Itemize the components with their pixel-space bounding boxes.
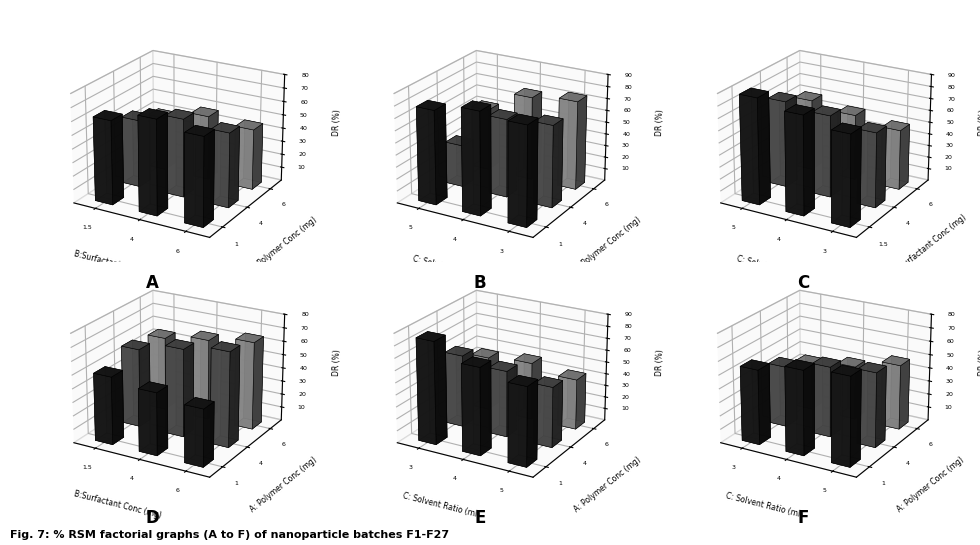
X-axis label: B:Surfactant Conc (mg): B:Surfactant Conc (mg) (73, 250, 162, 281)
Text: Fig. 7: % RSM factorial graphs (A to F) of nanoparticle batches F1-F27: Fig. 7: % RSM factorial graphs (A to F) … (10, 530, 449, 540)
Y-axis label: B:Surfactant Conc (mg): B:Surfactant Conc (mg) (893, 213, 968, 276)
Text: A: A (145, 274, 159, 293)
Text: F: F (798, 508, 809, 527)
Text: D: D (145, 508, 159, 527)
X-axis label: B:Surfactant Conc (mg): B:Surfactant Conc (mg) (73, 489, 162, 520)
Y-axis label: A: Polymer Conc (mg): A: Polymer Conc (mg) (249, 455, 319, 514)
X-axis label: C: Solvent (ml): C: Solvent (ml) (413, 254, 469, 276)
X-axis label: C: Solvent (ml): C: Solvent (ml) (736, 254, 793, 276)
X-axis label: C: Solvent Ratio (ml): C: Solvent Ratio (ml) (725, 491, 804, 519)
Text: B: B (474, 274, 486, 293)
Y-axis label: A: Polymer Conc (mg): A: Polymer Conc (mg) (572, 455, 643, 514)
X-axis label: C: Solvent Ratio (ml): C: Solvent Ratio (ml) (402, 491, 480, 519)
Text: C: C (798, 274, 809, 293)
Y-axis label: A: Polymer Conc (mg): A: Polymer Conc (mg) (572, 215, 643, 274)
Y-axis label: A: Polymer Conc (mg): A: Polymer Conc (mg) (896, 455, 966, 514)
Y-axis label: A: Polymer Conc (mg): A: Polymer Conc (mg) (249, 215, 319, 274)
Text: E: E (474, 508, 486, 527)
